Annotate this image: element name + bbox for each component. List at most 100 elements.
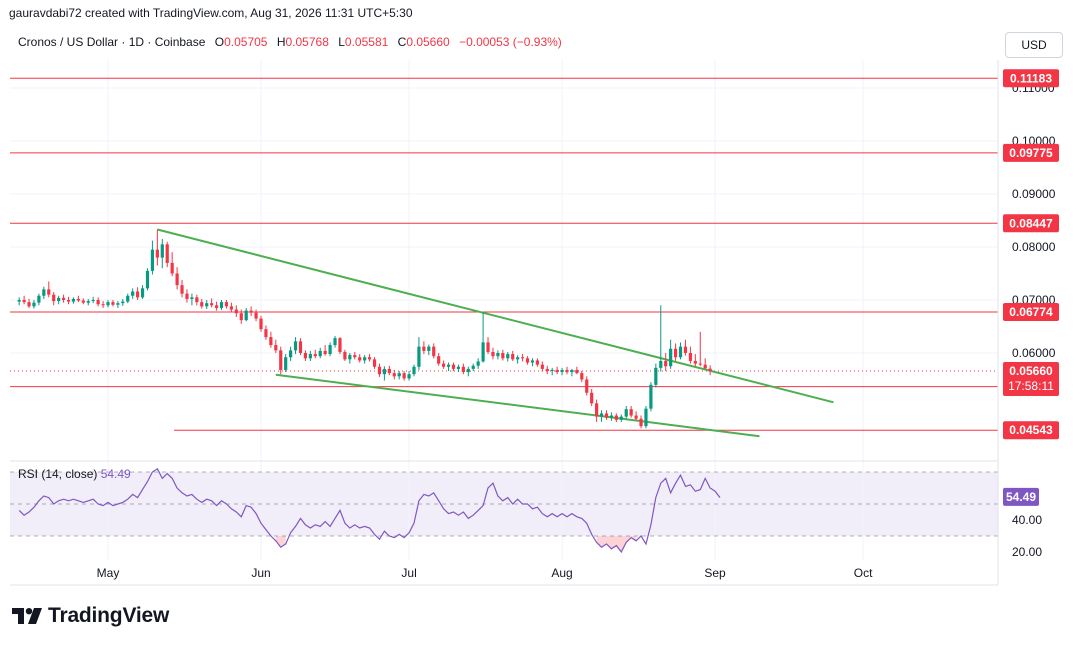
candle-body <box>590 392 594 404</box>
candle-body <box>318 350 322 357</box>
candle-body <box>210 303 214 306</box>
level-label: 0.08447 <box>1009 216 1053 230</box>
candle-body <box>308 354 312 359</box>
candle-body <box>17 300 21 302</box>
candle-body <box>353 355 357 358</box>
candle-body <box>530 360 535 363</box>
symbol-title: Cronos / US Dollar · 1D · Coinbase <box>18 35 206 49</box>
candle-body <box>61 297 66 300</box>
candle-body <box>259 318 263 330</box>
y-axis-tick-label: 0.08000 <box>1012 240 1056 254</box>
candle-body <box>476 361 480 366</box>
candle-body <box>506 354 510 359</box>
candle-body <box>229 306 233 310</box>
tradingview-logo[interactable]: TradingView <box>12 604 169 628</box>
candle-body <box>599 413 604 417</box>
rsi-pane <box>10 467 998 554</box>
open-label: O <box>214 35 225 49</box>
candle-body <box>520 357 525 359</box>
x-axis-tick-label: Oct <box>854 566 873 580</box>
x-axis-tick-label: Sep <box>704 566 726 580</box>
candle-body <box>86 301 90 303</box>
candle-body <box>338 338 342 352</box>
candle-body <box>511 354 515 360</box>
candle-body <box>180 285 184 294</box>
candle-body <box>284 357 288 370</box>
candle-body <box>91 300 95 302</box>
candle-body <box>491 351 495 357</box>
candle-body <box>81 300 85 303</box>
currency-button[interactable]: USD <box>1005 32 1063 58</box>
candle-body <box>516 357 520 360</box>
candle-body <box>442 363 446 367</box>
candle-body <box>629 409 633 416</box>
candle-body <box>279 350 283 370</box>
candle-body <box>446 364 451 367</box>
candle-body <box>634 415 638 419</box>
candle-body <box>372 359 377 367</box>
change-value: −0.00053 (−0.93%) <box>459 35 562 49</box>
candle-body <box>185 293 189 299</box>
low-label: L <box>338 35 345 49</box>
candle-body <box>76 298 80 301</box>
candle-body <box>555 369 559 373</box>
candle-body <box>654 367 658 385</box>
candle-body <box>145 270 150 289</box>
candle-body <box>525 358 530 363</box>
candle-body <box>224 302 229 307</box>
high-label: H <box>276 35 286 49</box>
tradingview-logo-icon <box>12 608 42 624</box>
candle-body <box>698 363 702 365</box>
candle-body <box>66 300 71 302</box>
candle-body <box>155 249 159 258</box>
candle-body <box>392 373 396 377</box>
candle-body <box>214 305 219 308</box>
rsi-extreme-fill <box>275 536 286 548</box>
candle-body <box>358 357 362 361</box>
candle-body <box>71 298 76 302</box>
candle-body <box>609 415 614 418</box>
candle-body <box>37 295 41 303</box>
candle-body <box>47 289 51 295</box>
candle-body <box>363 357 367 361</box>
candle-body <box>673 348 678 358</box>
level-label: 0.09775 <box>1009 146 1053 160</box>
y-axis-tick-label: 0.09000 <box>1012 187 1056 201</box>
candle-body <box>348 355 352 360</box>
candle-body <box>313 354 317 357</box>
x-axis-tick-label: May <box>97 566 120 580</box>
candle-body <box>407 374 411 379</box>
candle-body <box>234 309 238 314</box>
candle-body <box>303 353 308 359</box>
candle-body <box>170 262 174 274</box>
candle-body <box>595 403 599 417</box>
candle-body <box>333 338 337 346</box>
candle-body <box>683 346 688 353</box>
candle-body <box>195 297 199 303</box>
candle-body <box>32 302 36 307</box>
candle-body <box>205 303 209 307</box>
candle-body <box>382 368 386 375</box>
candle-body <box>121 301 125 304</box>
candle-body <box>402 373 406 379</box>
candle-body <box>42 289 46 296</box>
price-labels: 0.111830.097750.084470.067740.053660.045… <box>1003 69 1059 506</box>
candle-body <box>545 368 549 372</box>
candle-body <box>111 302 115 305</box>
candle-body <box>570 369 574 373</box>
candle-body <box>254 312 258 319</box>
candle-body <box>669 348 673 367</box>
close-label: C <box>397 35 407 49</box>
candle-body <box>550 369 554 372</box>
candle-body <box>136 291 140 298</box>
trendlines <box>157 228 834 438</box>
candle-body <box>397 373 401 377</box>
candle-body <box>575 369 579 374</box>
low-value: 0.05581 <box>344 35 389 49</box>
rsi-title: RSI (14, close) <box>18 467 98 481</box>
horizontal-levels <box>10 77 998 431</box>
candle-body <box>678 346 683 358</box>
candle-body <box>496 353 500 357</box>
candle-body <box>126 295 130 302</box>
